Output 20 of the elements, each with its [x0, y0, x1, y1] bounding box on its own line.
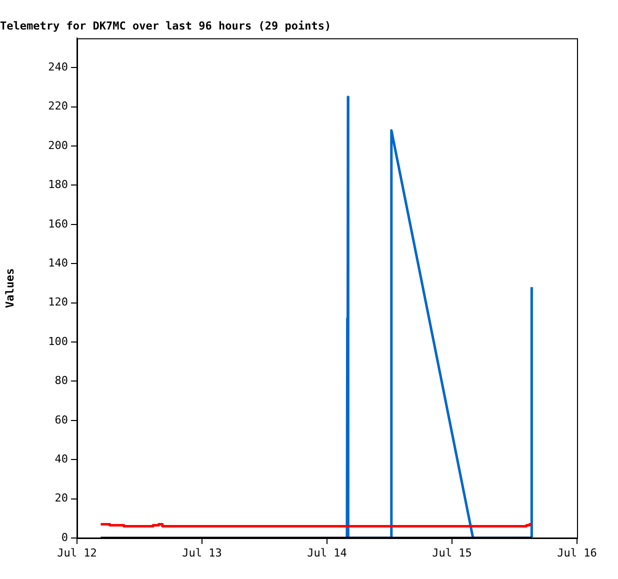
x-tick-label: Jul 16 [557, 546, 597, 560]
y-axis-title: Values [3, 268, 16, 308]
y-tick-label: 40 [54, 452, 68, 466]
y-tick-label: 20 [54, 492, 68, 505]
y-tick-label: 160 [48, 217, 68, 230]
x-tick-label: Jul 12 [57, 546, 97, 560]
y-tick-label: 180 [48, 178, 68, 192]
y-tick-label: 120 [48, 296, 68, 309]
x-tick-label: Jul 14 [307, 546, 348, 560]
y-tick-label: 100 [48, 334, 68, 348]
y-tick-label: 0 [61, 530, 68, 544]
x-tick-label: Jul 15 [432, 546, 472, 560]
y-tick-label: 140 [48, 256, 68, 270]
y-tick-label: 220 [48, 100, 68, 113]
chart-title: Telemetry for DK7MC over last 96 hours (29 points) [0, 19, 332, 32]
y-tick-label: 240 [48, 60, 68, 74]
x-tick-label: Jul 13 [182, 546, 222, 560]
y-tick-label: 200 [48, 138, 68, 152]
y-tick-label: 80 [54, 374, 68, 388]
y-tick-label: 60 [54, 413, 68, 426]
